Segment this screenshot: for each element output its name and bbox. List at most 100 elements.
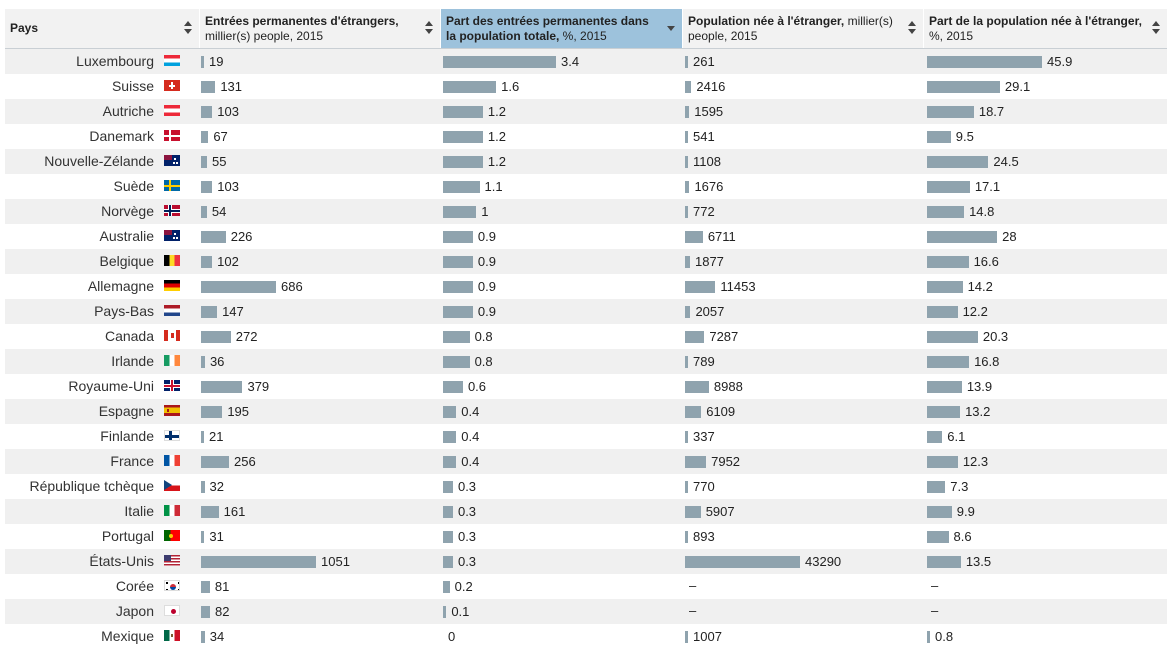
- value-label: 195: [227, 404, 250, 419]
- value-label: 1.1: [484, 179, 503, 194]
- table-row[interactable]: Pays-Bas 147 0.9 2057 12.2: [5, 299, 1167, 324]
- value-bar: [201, 481, 205, 493]
- value-cell-v3: 8988: [685, 374, 921, 399]
- table-row[interactable]: France 256 0.4 7952 12.3: [5, 449, 1167, 474]
- value-label: 2416: [696, 79, 726, 94]
- sort-icon[interactable]: [908, 21, 916, 35]
- column-header-foreign-born-share[interactable]: Part de la population née à l'étranger,%…: [924, 9, 1167, 48]
- value-cell-v2: 1.2: [443, 124, 679, 149]
- value-label: 131: [220, 79, 243, 94]
- table-body: Luxembourg 19 3.4 261 45.9 Suisse 131 1.6 2416 29…: [5, 49, 1167, 649]
- table-row[interactable]: Corée 81 0.2 – –: [5, 574, 1167, 599]
- korea-flag: [164, 580, 180, 591]
- table-row[interactable]: Australie 226 0.9 6711 28: [5, 224, 1167, 249]
- table-row[interactable]: États-Unis 1051 0.3 43290 13.5: [5, 549, 1167, 574]
- value-cell-v2: 0.3: [443, 524, 679, 549]
- country-name: Australie: [99, 228, 154, 244]
- table-row[interactable]: Irlande 36 0.8 789 16.8: [5, 349, 1167, 374]
- value-cell-v3: 43290: [685, 549, 921, 574]
- table-row[interactable]: Japon 82 0.1 – –: [5, 599, 1167, 624]
- table-row[interactable]: Royaume-Uni 379 0.6 8988 13.9: [5, 374, 1167, 399]
- table-row[interactable]: Luxembourg 19 3.4 261 45.9: [5, 49, 1167, 74]
- value-cell-v3: –: [685, 599, 921, 624]
- value-cell-v3: 5907: [685, 499, 921, 524]
- value-cell-v4: 6.1: [927, 424, 1163, 449]
- value-cell-v4: 13.9: [927, 374, 1163, 399]
- table-row[interactable]: Portugal 31 0.3 893 8.6: [5, 524, 1167, 549]
- value-cell-v2: 0.2: [443, 574, 679, 599]
- value-bar: [443, 356, 470, 368]
- table-header: Pays Entrées permanentes d'étrangers, mil…: [5, 9, 1167, 49]
- value-bar: [927, 556, 961, 568]
- switzerland-flag: [164, 80, 180, 91]
- value-bar: [685, 81, 692, 93]
- value-bar: [201, 206, 207, 218]
- table-row[interactable]: Canada 272 0.8 7287 20.3: [5, 324, 1167, 349]
- uk-flag: [164, 380, 180, 391]
- value-label: 1.2: [487, 154, 506, 169]
- table-row[interactable]: Finlande 21 0.4 337 6.1: [5, 424, 1167, 449]
- value-bar: [443, 81, 497, 93]
- table-row[interactable]: Norvège 54 1 772 14.8: [5, 199, 1167, 224]
- value-label: 226: [230, 229, 253, 244]
- table-row[interactable]: Italie 161 0.3 5907 9.9: [5, 499, 1167, 524]
- value-label: 1.2: [487, 104, 506, 119]
- value-cell-v4: 13.5: [927, 549, 1163, 574]
- table-row[interactable]: Suède 103 1.1 1676 17.1: [5, 174, 1167, 199]
- value-bar: [927, 156, 989, 168]
- value-label: 893: [693, 529, 715, 544]
- value-label: 34: [209, 629, 225, 644]
- value-cell-v4: 16.6: [927, 249, 1163, 274]
- value-bar: [443, 256, 473, 268]
- value-bar: [443, 331, 470, 343]
- value-bar: [685, 206, 688, 218]
- value-cell-v2: 0.3: [443, 499, 679, 524]
- value-label: 0.3: [457, 554, 477, 569]
- value-cell-v2: 3.4: [443, 49, 679, 74]
- value-cell-v3: 7287: [685, 324, 921, 349]
- value-bar: [443, 581, 450, 593]
- value-label: 0.4: [461, 429, 480, 444]
- value-cell-v3: 770: [685, 474, 921, 499]
- table-row[interactable]: Danemark 67 1.2 541 9.5: [5, 124, 1167, 149]
- value-cell-v2: 0.6: [443, 374, 679, 399]
- value-label: 7287: [709, 329, 739, 344]
- value-label: 103: [217, 179, 239, 194]
- column-header-foreign-born[interactable]: Population née à l'étranger, millier(s) …: [683, 9, 923, 48]
- table-row[interactable]: Belgique 102 0.9 1877 16.6: [5, 249, 1167, 274]
- column-header-entries[interactable]: Entrées permanentes d'étrangers, millier(…: [200, 9, 440, 48]
- table-row[interactable]: Suisse 131 1.6 2416 29.1: [5, 74, 1167, 99]
- value-label: 770: [693, 479, 715, 494]
- value-bar: [201, 131, 209, 143]
- table-row[interactable]: République tchèque 32 0.3 770 7.3: [5, 474, 1167, 499]
- value-cell-v2: 1.6: [443, 74, 679, 99]
- value-label: 541: [693, 129, 715, 144]
- value-label: 272: [235, 329, 258, 344]
- table-row[interactable]: Espagne 195 0.4 6109 13.2: [5, 399, 1167, 424]
- table-row[interactable]: Mexique 34 0 1007 0.8: [5, 624, 1167, 649]
- sort-icon[interactable]: [1152, 21, 1160, 35]
- sort-icon[interactable]: [425, 21, 433, 35]
- value-bar: [927, 56, 1042, 68]
- value-cell-v1: 161: [201, 499, 437, 524]
- table-row[interactable]: Autriche 103 1.2 1595 18.7: [5, 99, 1167, 124]
- value-bar: [201, 431, 204, 443]
- czech-flag: [164, 480, 180, 491]
- column-header-entries-share[interactable]: Part des entrées permanentes dans la pop…: [441, 9, 682, 48]
- country-name: Finlande: [100, 428, 154, 444]
- value-cell-v1: 256: [201, 449, 437, 474]
- value-label: 82: [214, 604, 230, 619]
- table-row[interactable]: Nouvelle-Zélande 55 1.2 1108 24.5: [5, 149, 1167, 174]
- country-name: Pays-Bas: [94, 303, 154, 319]
- value-bar: [927, 306, 958, 318]
- value-bar: [443, 206, 477, 218]
- sort-icon[interactable]: [184, 21, 192, 35]
- table-row[interactable]: Allemagne 686 0.9 11453 14.2: [5, 274, 1167, 299]
- country-name: Portugal: [101, 528, 154, 544]
- value-cell-v1: 131: [201, 74, 437, 99]
- value-bar: [927, 356, 970, 368]
- sort-descending-icon[interactable]: [667, 21, 675, 35]
- value-bar: [201, 356, 205, 368]
- column-header-country[interactable]: Pays: [5, 9, 199, 48]
- column-header-country-label: Pays: [10, 21, 39, 35]
